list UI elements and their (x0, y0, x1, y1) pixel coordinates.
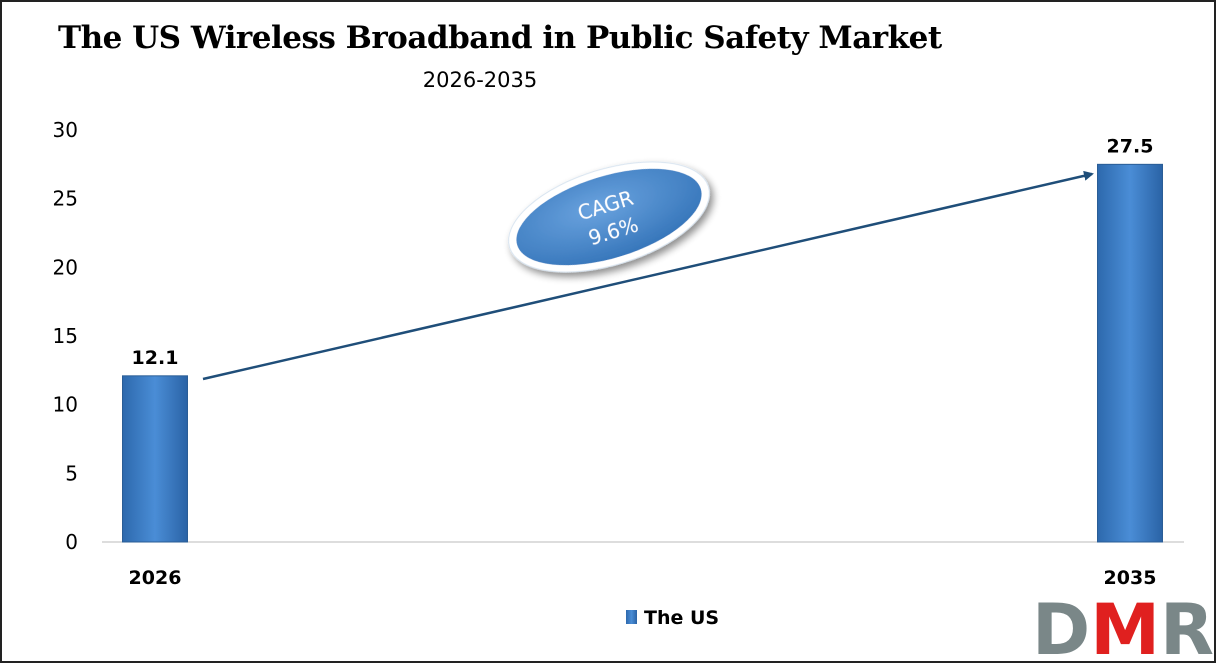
x-tick-label: 2035 (1104, 567, 1157, 589)
x-tick-label: 2026 (129, 567, 182, 589)
cagr-bubble: CAGR 9.6% (508, 161, 710, 273)
y-tick-label: 10 (53, 393, 78, 417)
y-tick-label: 30 (53, 118, 78, 142)
y-tick-label: 25 (53, 187, 78, 211)
svg-text:DMR: DMR (1032, 589, 1214, 661)
legend-label: The US (644, 607, 719, 629)
legend: The US (626, 607, 719, 629)
y-tick-label: 0 (65, 530, 78, 554)
y-tick-label: 5 (65, 461, 78, 485)
bar-2035 (1097, 163, 1163, 543)
cagr-arrow (202, 170, 1094, 381)
legend-swatch (626, 610, 637, 624)
y-tick-label: 15 (53, 324, 78, 348)
data-label: 27.5 (1107, 135, 1154, 157)
chart-title: The US Wireless Broadband in Public Safe… (58, 20, 942, 56)
data-label: 12.1 (132, 347, 179, 369)
y-tick-label: 20 (53, 255, 78, 279)
dmr-logo: DMR (1032, 589, 1214, 661)
chart-subtitle: 2026-2035 (422, 68, 538, 92)
bar-2026 (122, 375, 188, 543)
